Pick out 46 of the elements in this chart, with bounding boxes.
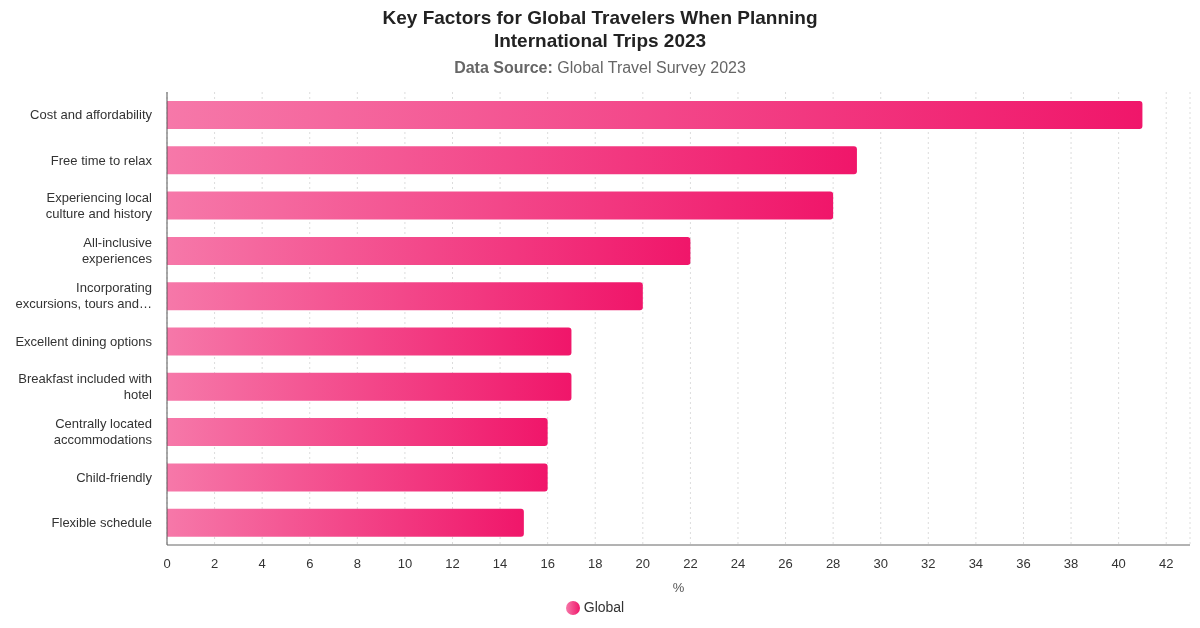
x-tick-label: 38 xyxy=(1063,556,1079,572)
bar xyxy=(167,463,548,492)
x-tick-label: 0 xyxy=(163,556,171,572)
bar xyxy=(167,101,1143,129)
chart-subtitle: Data Source: Global Travel Survey 2023 xyxy=(454,59,746,76)
bar xyxy=(167,146,857,175)
bar xyxy=(167,508,524,537)
bar xyxy=(167,327,572,356)
y-tick-label: Centrally located accommodations xyxy=(53,416,153,448)
x-tick-label: 8 xyxy=(353,556,361,572)
x-tick-label: 28 xyxy=(825,556,841,572)
y-tick-label: Breakfast included with hotel xyxy=(18,371,153,402)
y-tick-label: Excellent dining options xyxy=(15,333,153,349)
x-tick-label: 34 xyxy=(968,556,984,572)
bar xyxy=(167,191,834,220)
x-axis-title: % xyxy=(672,580,685,595)
x-tick-label: 2 xyxy=(210,556,219,572)
x-tick-label: 16 xyxy=(540,556,555,572)
x-tick-label: 6 xyxy=(306,556,314,572)
x-tick-label: 18 xyxy=(588,556,603,572)
y-tick-label: Child-friendly xyxy=(76,469,153,485)
x-tick-label: 22 xyxy=(683,556,698,572)
y-tick-label: Experiencing local culture and history xyxy=(45,189,153,221)
y-tick-label: All-inclusive experiences xyxy=(81,235,153,267)
y-tick-label: Cost and affordability xyxy=(30,107,153,123)
y-tick-label: Incorporating excursions, tours and… xyxy=(15,280,152,312)
x-tick-label: 12 xyxy=(445,556,460,572)
bar xyxy=(167,418,548,447)
bar xyxy=(167,236,691,265)
x-tick-label: 4 xyxy=(258,556,266,572)
chart-title: Key Factors for Global Travelers When Planning International Trips 2023 xyxy=(381,6,819,52)
y-tick-label: Free time to relax xyxy=(50,152,153,168)
legend-label: Global xyxy=(583,599,625,615)
x-tick-label: 40 xyxy=(1111,556,1126,572)
x-tick-label: 26 xyxy=(778,556,793,572)
y-tick-label: Flexible schedule xyxy=(51,514,152,530)
x-tick-label: 32 xyxy=(921,556,936,572)
x-tick-label: 36 xyxy=(1016,556,1031,572)
bar xyxy=(167,372,572,401)
bar xyxy=(167,282,643,311)
x-tick-label: 24 xyxy=(730,556,746,572)
x-tick-label: 10 xyxy=(397,556,413,572)
x-tick-label: 20 xyxy=(635,556,651,572)
x-tick-label: 14 xyxy=(492,556,508,572)
x-tick-label: 30 xyxy=(873,556,888,572)
x-tick-label: 42 xyxy=(1158,556,1174,572)
